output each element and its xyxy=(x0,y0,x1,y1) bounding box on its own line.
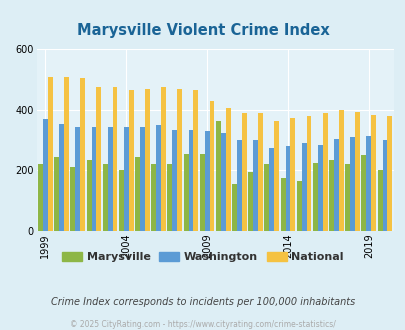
Legend: Marysville, Washington, National: Marysville, Washington, National xyxy=(58,248,347,267)
Bar xyxy=(365,136,370,231)
Bar xyxy=(193,90,198,231)
Bar xyxy=(183,154,188,231)
Bar xyxy=(151,164,156,231)
Bar xyxy=(177,89,181,231)
Bar xyxy=(172,130,177,231)
Bar xyxy=(354,112,359,231)
Bar xyxy=(145,89,149,231)
Bar xyxy=(306,116,311,231)
Bar xyxy=(188,130,193,231)
Bar xyxy=(91,127,96,231)
Bar xyxy=(107,127,112,231)
Bar xyxy=(161,87,166,231)
Bar xyxy=(285,146,290,231)
Text: © 2025 CityRating.com - https://www.cityrating.com/crime-statistics/: © 2025 CityRating.com - https://www.city… xyxy=(70,319,335,329)
Bar xyxy=(215,120,220,231)
Bar xyxy=(80,78,85,231)
Bar xyxy=(386,116,391,231)
Bar xyxy=(382,140,386,231)
Bar xyxy=(43,119,48,231)
Bar xyxy=(70,167,75,231)
Bar xyxy=(322,113,327,231)
Bar xyxy=(317,145,322,231)
Bar xyxy=(167,164,172,231)
Bar xyxy=(102,164,107,231)
Bar xyxy=(280,178,285,231)
Bar xyxy=(59,124,64,231)
Bar xyxy=(135,157,140,231)
Bar xyxy=(360,155,365,231)
Bar xyxy=(248,172,253,231)
Bar xyxy=(241,113,246,231)
Bar xyxy=(48,77,53,231)
Bar xyxy=(96,87,101,231)
Bar xyxy=(64,77,69,231)
Bar xyxy=(128,90,133,231)
Bar xyxy=(370,115,375,231)
Bar xyxy=(296,181,301,231)
Bar xyxy=(156,125,161,231)
Bar xyxy=(253,140,258,231)
Bar xyxy=(86,160,91,231)
Bar xyxy=(38,164,43,231)
Bar xyxy=(75,127,80,231)
Bar xyxy=(225,109,230,231)
Bar xyxy=(377,171,382,231)
Bar xyxy=(312,163,317,231)
Bar xyxy=(264,164,269,231)
Bar xyxy=(345,164,349,231)
Bar xyxy=(140,127,145,231)
Bar xyxy=(54,157,59,231)
Bar xyxy=(209,101,214,231)
Bar xyxy=(258,113,262,231)
Bar xyxy=(349,137,354,231)
Bar xyxy=(333,139,338,231)
Bar xyxy=(301,143,306,231)
Bar xyxy=(232,184,237,231)
Bar xyxy=(112,87,117,231)
Bar xyxy=(119,171,124,231)
Bar xyxy=(338,110,343,231)
Bar xyxy=(124,127,128,231)
Bar xyxy=(328,160,333,231)
Text: Crime Index corresponds to incidents per 100,000 inhabitants: Crime Index corresponds to incidents per… xyxy=(51,297,354,307)
Bar xyxy=(237,140,241,231)
Text: Marysville Violent Crime Index: Marysville Violent Crime Index xyxy=(77,23,328,38)
Bar xyxy=(204,131,209,231)
Bar xyxy=(273,120,278,231)
Bar xyxy=(290,117,294,231)
Bar xyxy=(220,133,225,231)
Bar xyxy=(199,154,204,231)
Bar xyxy=(269,148,273,231)
